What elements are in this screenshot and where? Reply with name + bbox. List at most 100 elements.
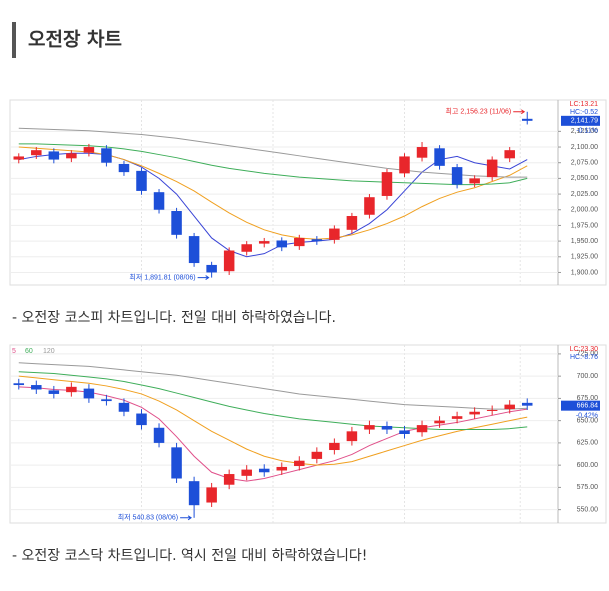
candle-body — [416, 425, 428, 433]
caption: - 오전장 코스닥 차트입니다. 역시 전일 대비 하락하였습니다! — [12, 548, 367, 564]
candle-body — [31, 150, 42, 156]
candle-body — [451, 416, 463, 419]
legend-entry: 120 — [43, 348, 55, 355]
y-tick-label: 625.00 — [577, 440, 599, 447]
y-tick-label: 1,925.00 — [571, 254, 598, 261]
candle-body — [329, 228, 340, 240]
candle-body — [13, 156, 25, 160]
y-tick-label: 675.00 — [577, 395, 599, 402]
candle-body — [31, 385, 42, 390]
candle-body — [223, 474, 235, 485]
candle-body — [504, 150, 515, 159]
candle-body — [311, 239, 323, 242]
ma-line — [18, 143, 528, 186]
candle-body — [346, 216, 358, 230]
hc-label: HC:-8.76 — [570, 354, 598, 361]
candle-body — [101, 399, 112, 402]
lc-label: LC:23.30 — [570, 346, 599, 353]
candle-body — [469, 411, 480, 415]
candle-body — [83, 388, 95, 399]
candle-body — [434, 148, 445, 166]
plot-area — [9, 99, 607, 286]
candle-body — [83, 147, 95, 153]
arrow — [513, 109, 526, 115]
high-annotation: 최고 2,156.23 (11/06) — [446, 107, 512, 116]
arrow — [197, 275, 210, 281]
candle-body — [118, 402, 130, 412]
ma-line — [18, 362, 528, 410]
candle-body — [364, 425, 375, 430]
y-tick-label: 2,050.00 — [571, 175, 598, 182]
candle-body — [276, 466, 288, 471]
hc-label: HC:-0.52 — [570, 109, 598, 116]
candle-body — [451, 167, 463, 185]
title-bar — [12, 22, 16, 58]
candle-body — [521, 118, 533, 121]
ma-line — [18, 375, 528, 466]
candle-body — [101, 148, 112, 163]
candle-body — [416, 147, 428, 158]
candle-body — [469, 178, 480, 184]
lc-label: LC:13.21 — [570, 101, 599, 108]
y-tick-label: 1,975.00 — [571, 222, 598, 229]
y-tick-label: 2,025.00 — [571, 191, 598, 198]
candle-body — [521, 402, 533, 406]
candle-body — [258, 241, 270, 244]
y-tick-label: 2,125.00 — [571, 128, 598, 135]
last-price-box — [561, 115, 600, 126]
candle-body — [206, 487, 217, 503]
candle-body — [294, 237, 305, 247]
last-price: 666.84 — [577, 403, 599, 410]
y-tick-label: 700.00 — [577, 373, 599, 380]
last-price: 2,141.79 — [571, 118, 598, 125]
candle-body — [171, 447, 182, 479]
caption: - 오전장 코스피 차트입니다. 전일 대비 하락하였습니다. — [12, 310, 336, 326]
ma-line — [18, 127, 528, 178]
plot-area — [9, 344, 607, 524]
ma-line — [18, 386, 528, 482]
candle-body — [188, 236, 200, 264]
y-tick-label: 600.00 — [577, 462, 599, 469]
candle-body — [48, 151, 60, 160]
y-tick-label: 550.00 — [577, 506, 599, 513]
candle-body — [153, 427, 165, 443]
candle-body — [311, 451, 323, 459]
candle-body — [504, 404, 515, 410]
y-tick-label: 650.00 — [577, 417, 599, 424]
candle-body — [241, 244, 252, 252]
y-tick-label: 575.00 — [577, 484, 599, 491]
candle-body — [118, 163, 130, 173]
change-label: -0.42% — [576, 413, 598, 420]
candle-body — [223, 250, 235, 272]
candle-body — [48, 390, 60, 394]
candle-body — [171, 211, 182, 235]
candle-body — [434, 420, 445, 424]
arrow — [180, 515, 193, 521]
candle-body — [364, 197, 375, 215]
low-annotation: 최저 1,891.81 (08/06) — [129, 272, 195, 281]
candle-body — [399, 430, 410, 434]
candle-body — [66, 153, 77, 159]
last-price-box — [561, 400, 600, 411]
y-tick-label: 2,075.00 — [571, 160, 598, 167]
candle-body — [346, 431, 358, 442]
legend-entry: 60 — [25, 348, 33, 355]
y-tick-label: 725.00 — [577, 351, 599, 358]
candle-body — [241, 469, 252, 476]
candle-body — [294, 460, 305, 467]
candle-body — [486, 409, 498, 411]
change-label: -0.11% — [576, 128, 598, 135]
legend-entry: 5 — [12, 348, 16, 355]
y-tick-label: 1,950.00 — [571, 238, 598, 245]
candle-body — [66, 386, 77, 393]
candle-body — [206, 264, 217, 273]
candle-body — [381, 172, 393, 196]
candle-body — [188, 481, 200, 506]
candle-body — [329, 442, 340, 451]
candle-body — [276, 240, 288, 248]
candle-body — [381, 425, 393, 430]
candle-body — [486, 159, 498, 178]
ma-line — [18, 371, 528, 431]
candle-body — [153, 192, 165, 210]
